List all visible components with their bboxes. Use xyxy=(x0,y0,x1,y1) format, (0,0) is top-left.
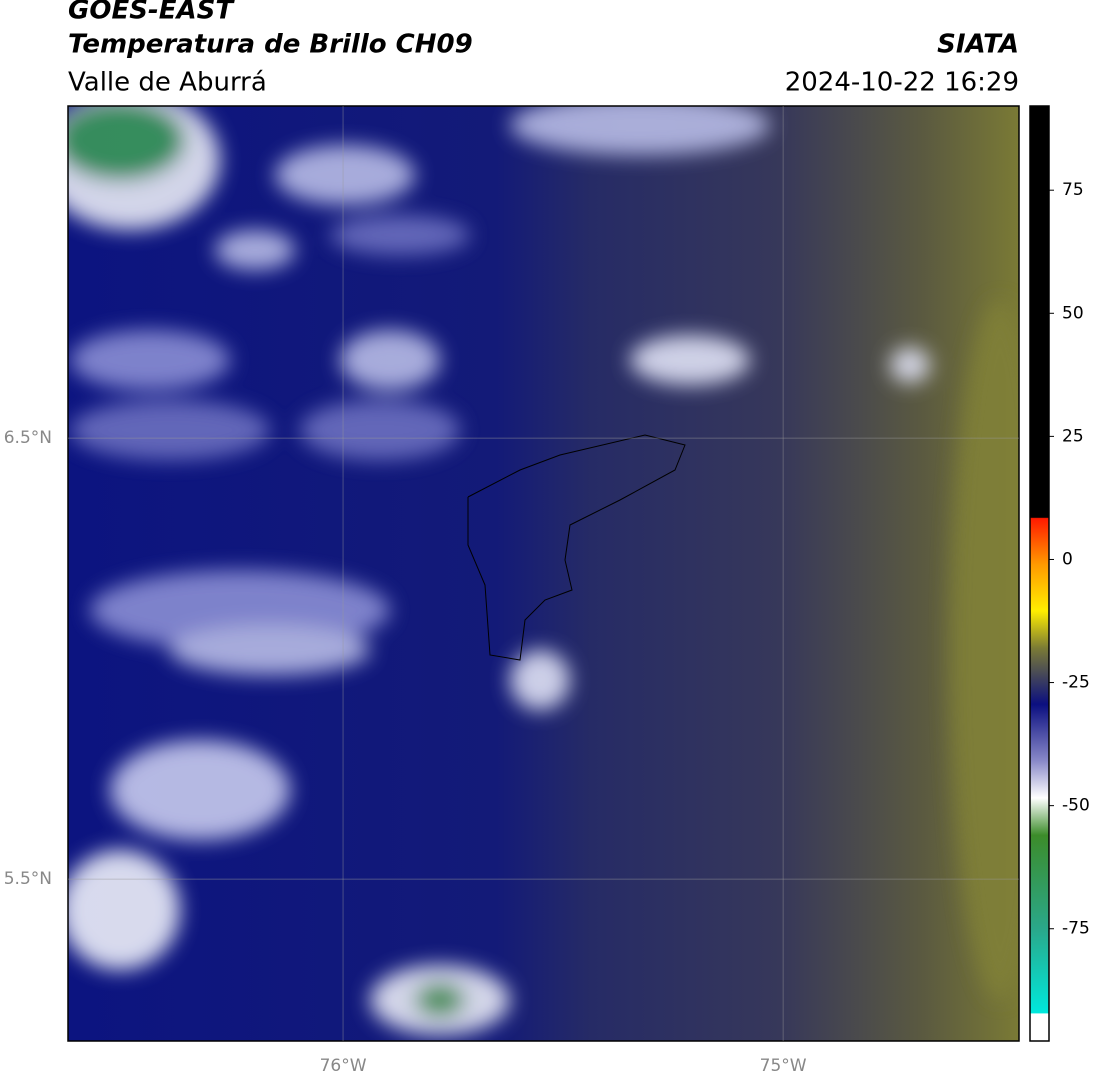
datetime: 2024-10-22 16:29 xyxy=(785,68,1019,98)
subtitle: Temperatura de Brillo CH09 xyxy=(68,30,473,60)
map-field xyxy=(68,106,1019,1041)
source: SIATA xyxy=(937,30,1019,60)
colorbar-tick-label: -50 xyxy=(1062,796,1090,816)
title: GOES-EAST xyxy=(68,0,235,26)
colorbar-tick-label: 25 xyxy=(1062,426,1084,446)
colorbar-tick-label: 50 xyxy=(1062,303,1084,323)
y-tick-label: 6.5°N xyxy=(4,428,52,448)
colorbar-tick-label: -25 xyxy=(1062,673,1090,693)
x-tick-label: 75°W xyxy=(760,1056,807,1076)
colorbar-tick-label: -75 xyxy=(1062,919,1090,939)
region: Valle de Aburrá xyxy=(68,68,267,98)
colorbar-tick-label: 75 xyxy=(1062,180,1084,200)
y-tick-label: 5.5°N xyxy=(4,869,52,889)
colorbar xyxy=(1029,105,1050,1042)
map-frame xyxy=(67,105,1020,1042)
colorbar-tick-label: 0 xyxy=(1062,549,1073,569)
x-tick-label: 76°W xyxy=(320,1056,367,1076)
